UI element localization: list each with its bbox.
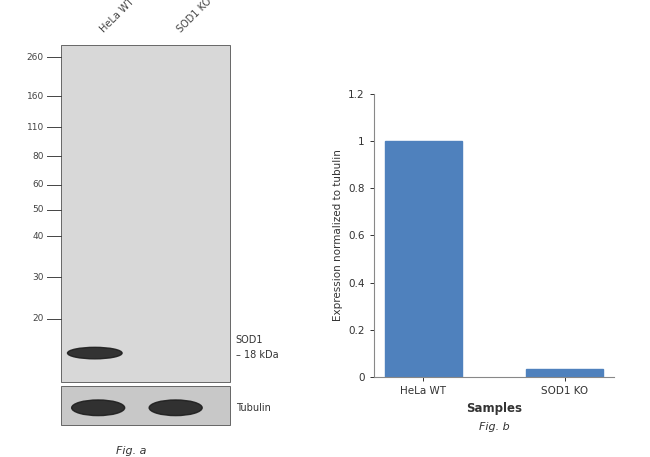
Text: 30: 30 [32,273,44,282]
Text: – 18 kDa: – 18 kDa [236,350,278,360]
Bar [385,141,462,377]
Text: 50: 50 [32,205,44,214]
Text: 60: 60 [32,181,44,189]
Text: 260: 260 [27,53,44,62]
Text: 20: 20 [32,314,44,323]
Text: Tubulin: Tubulin [236,403,270,413]
Y-axis label: Expression normalized to tubulin: Expression normalized to tubulin [333,149,343,321]
Ellipse shape [72,400,125,415]
Text: HeLa WT: HeLa WT [98,0,136,35]
X-axis label: Samples: Samples [466,402,522,414]
Bar [61,387,229,425]
Ellipse shape [149,400,202,415]
Bar [61,45,229,382]
Ellipse shape [68,347,122,359]
Text: 160: 160 [27,92,44,101]
Text: SOD1 KO: SOD1 KO [176,0,214,35]
Bar [526,369,603,377]
Text: SOD1: SOD1 [236,335,263,345]
Text: Fig. a: Fig. a [116,446,146,456]
Text: Fig. b: Fig. b [478,422,510,432]
Text: 40: 40 [32,232,44,241]
Text: 110: 110 [27,123,44,132]
Text: 80: 80 [32,152,44,160]
